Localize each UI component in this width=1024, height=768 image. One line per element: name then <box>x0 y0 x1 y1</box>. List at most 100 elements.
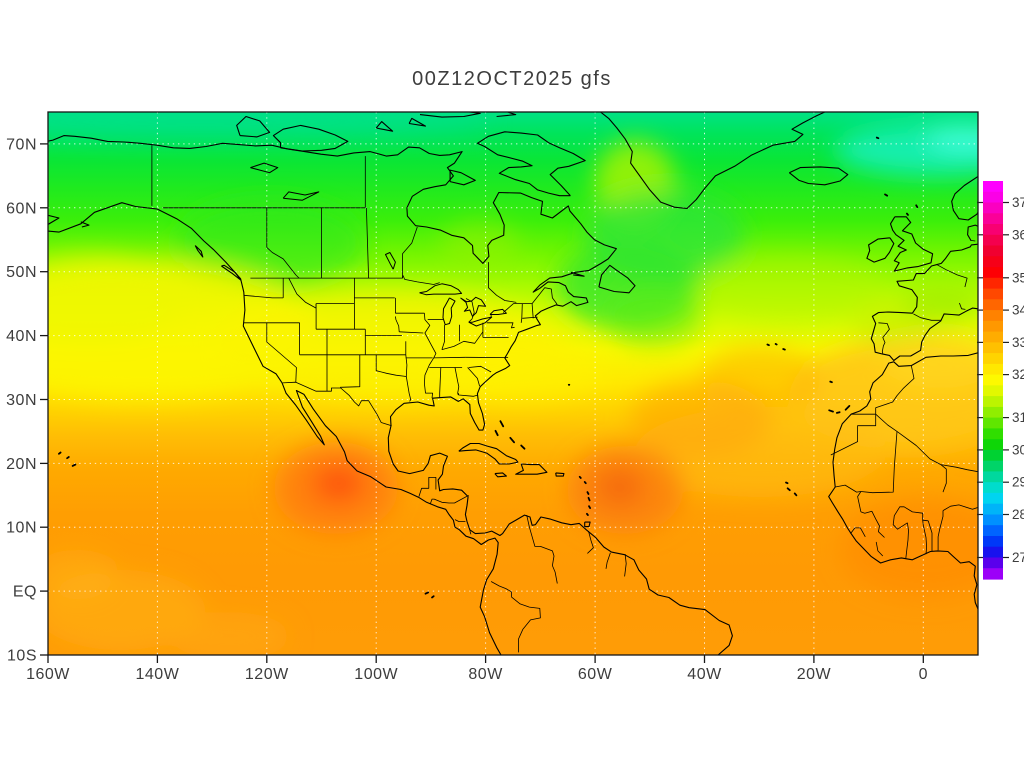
lat-tick-label: 20N <box>6 456 37 473</box>
lon-tick-label: 20W <box>797 666 832 683</box>
border-path <box>490 581 512 597</box>
coastline-path <box>476 131 586 197</box>
border-path <box>402 226 418 279</box>
border-path <box>850 527 866 537</box>
colorbar-tick-label: 306 <box>1012 442 1024 457</box>
border-path <box>860 431 898 494</box>
colorbar-segment <box>983 234 1003 247</box>
island-speck <box>499 420 505 428</box>
field-blob <box>48 253 183 343</box>
island-speck <box>520 444 526 450</box>
coastline-path <box>584 521 591 528</box>
colorbar-segment <box>983 256 1003 268</box>
border-path <box>905 522 909 559</box>
coastline-path <box>951 176 978 221</box>
colorbar-segment <box>983 331 1003 343</box>
colorbar-segment <box>983 396 1003 408</box>
colorbar-segment <box>983 191 1003 204</box>
border-path <box>835 484 861 493</box>
lon-tick-label: 0 <box>919 666 928 683</box>
colorbar-tick-label: 315 <box>1012 410 1024 425</box>
island-speck <box>587 496 591 502</box>
border-path <box>511 596 541 653</box>
coastline-path <box>375 121 394 132</box>
coastline-path <box>80 221 90 228</box>
island-speck <box>71 463 77 467</box>
border-path <box>282 381 392 427</box>
lake-outline <box>468 316 493 327</box>
border-path <box>970 240 976 242</box>
coastline-path <box>194 245 204 258</box>
colorbar-segment <box>983 428 1003 440</box>
border-path <box>913 313 941 321</box>
colorbar-segment <box>983 245 1003 257</box>
border-path <box>433 356 466 359</box>
field-blob <box>170 612 290 655</box>
coastline-path <box>555 472 565 477</box>
island-speck <box>786 487 791 492</box>
colorbar-segment <box>983 536 1003 548</box>
border-path <box>465 298 475 323</box>
border-path <box>395 316 400 332</box>
island-speck <box>844 405 851 411</box>
border-path <box>587 530 594 554</box>
colorbar-segment <box>983 374 1003 386</box>
border-path <box>860 510 885 538</box>
lat-tick-label: 50N <box>6 264 37 281</box>
border-path <box>522 316 538 319</box>
field-blob <box>440 220 520 270</box>
island-speck <box>828 409 834 413</box>
border-path <box>457 392 479 397</box>
border-path <box>243 294 284 299</box>
border-path <box>927 520 933 552</box>
border-path <box>441 331 484 350</box>
lat-tick-label: EQ <box>13 584 37 601</box>
border-path <box>875 413 898 432</box>
coastline-path <box>866 237 895 263</box>
field-blob <box>48 550 117 600</box>
lon-tick-label: 40W <box>687 666 722 683</box>
lat-tick-label: 10N <box>6 520 37 537</box>
colorbar-tick-label: 375 <box>1012 195 1024 210</box>
colorbar-tick-label: 345 <box>1012 303 1024 318</box>
island-speck <box>836 411 841 414</box>
island-speck <box>875 136 880 140</box>
colorbar-segment <box>983 288 1003 300</box>
lon-tick-label: 100W <box>354 666 398 683</box>
field-blob <box>48 112 490 138</box>
border-path <box>526 515 558 584</box>
lat-tick-label: 10S <box>7 648 37 665</box>
lon-tick-label: 80W <box>468 666 503 683</box>
coastline-path <box>889 216 934 272</box>
colorbar-segment <box>983 568 1003 580</box>
border-path <box>875 365 915 415</box>
border-path <box>430 494 469 504</box>
lake-outline <box>282 191 320 201</box>
coastline-path <box>272 124 349 152</box>
border-path <box>922 520 927 555</box>
island-speck <box>509 436 515 444</box>
lat-tick-label: 40N <box>6 328 37 345</box>
coastline-path <box>496 112 517 118</box>
border-path <box>936 264 968 288</box>
island-speck <box>785 481 789 485</box>
border-path <box>375 354 412 402</box>
border-path <box>418 477 437 497</box>
colorbar-segment <box>983 525 1003 537</box>
island-speck <box>23 242 29 243</box>
colorbar-segment <box>983 342 1003 354</box>
field-blob <box>607 290 703 346</box>
colorbar-segment <box>983 363 1003 376</box>
island-speck <box>906 212 909 216</box>
colorbar-segment <box>983 310 1003 322</box>
island-speck <box>588 505 591 509</box>
colorbar-segment <box>983 277 1003 290</box>
island-speck <box>774 343 778 346</box>
colorbar-segment <box>983 546 1003 559</box>
lake-outline <box>460 296 487 317</box>
island-speck <box>586 491 590 495</box>
colorbar-segment <box>983 202 1003 214</box>
border-path <box>366 207 369 279</box>
theta-e-field-anomalies <box>48 112 978 655</box>
border-path <box>468 365 492 373</box>
